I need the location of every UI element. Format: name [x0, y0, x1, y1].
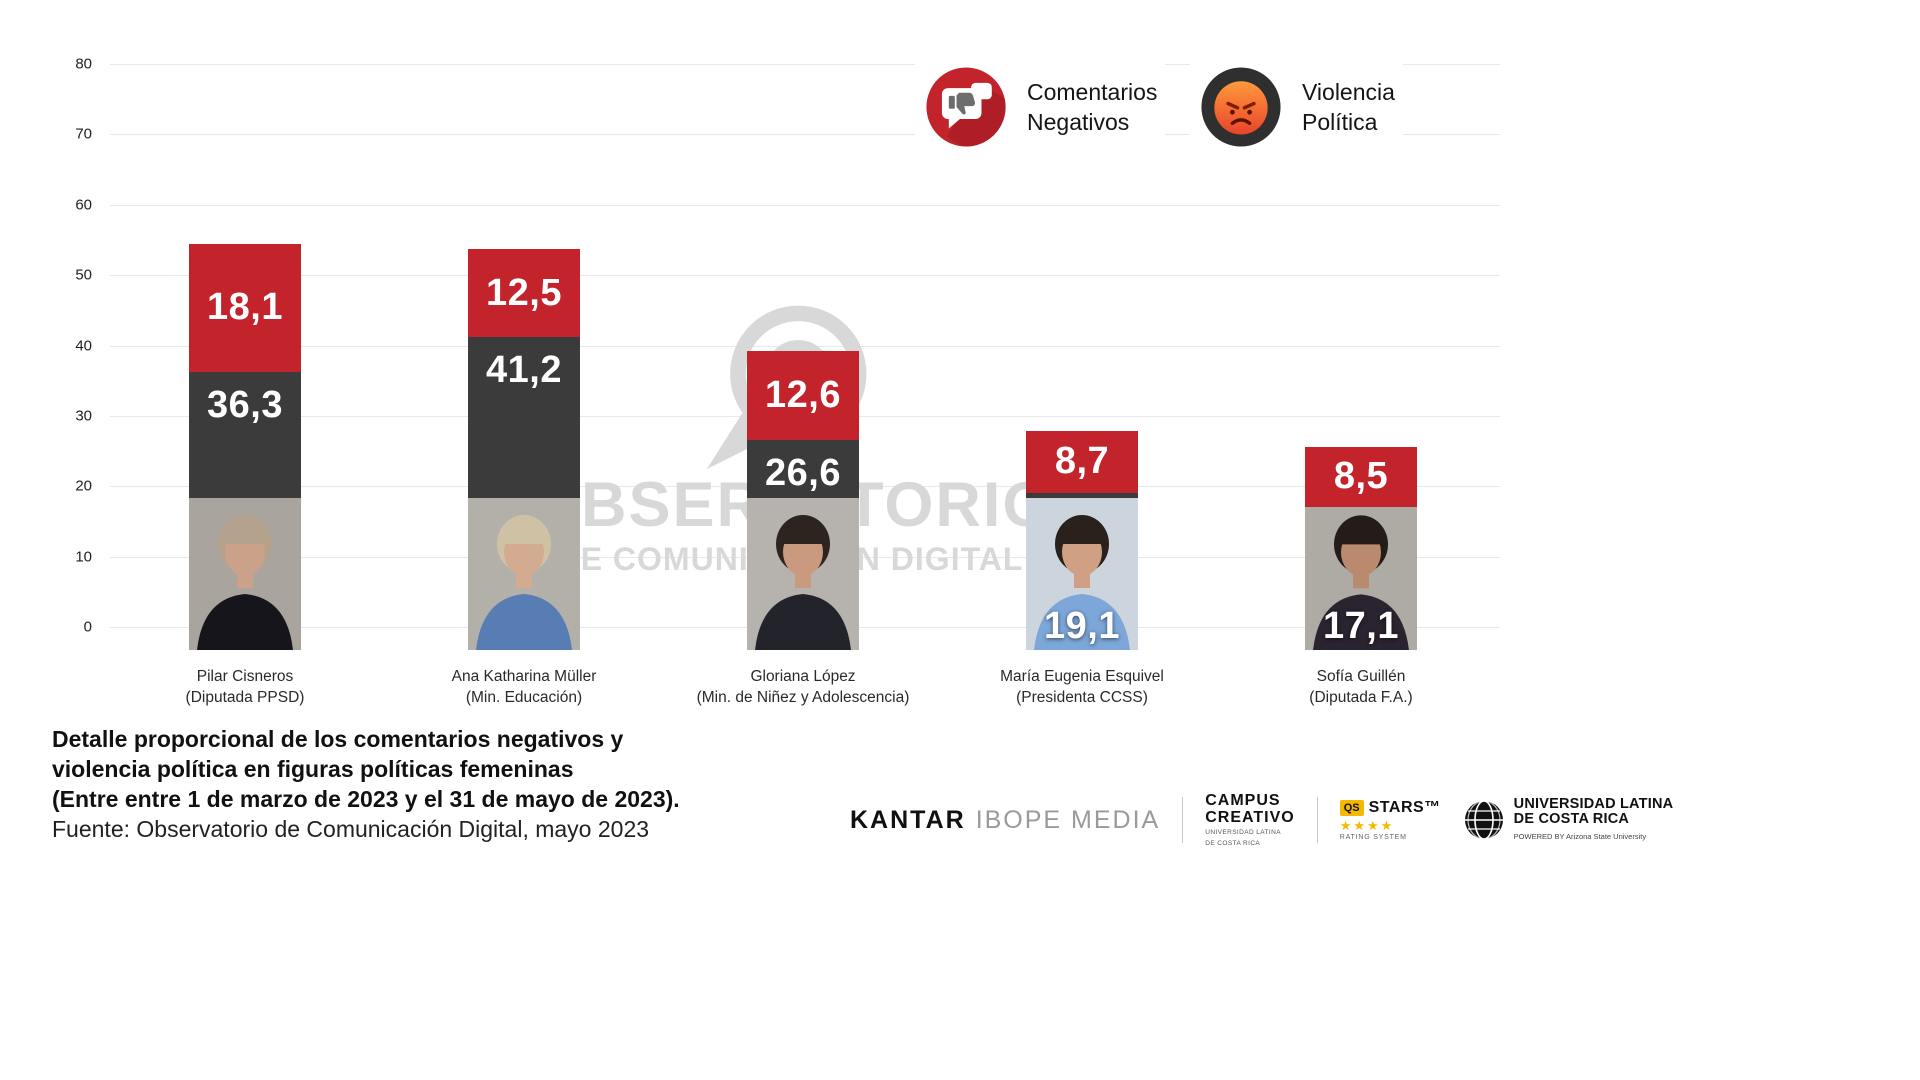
angry-face-icon	[1201, 67, 1281, 147]
latina-line2: DE COSTA RICA	[1513, 810, 1630, 827]
campus-sub2: DE COSTA RICA	[1205, 840, 1261, 847]
category-label-sofia-guillen: Sofía Guillén (Diputada F.A.)	[1201, 666, 1521, 708]
violence-segment: 18,1	[189, 244, 301, 372]
negative-value-label: 19,1	[1044, 605, 1120, 647]
violence-segment: 8,5	[1305, 446, 1417, 507]
legend-item-comentarios-negativos: Comentarios Negativos	[915, 60, 1166, 154]
person-name: Gloriana López	[750, 668, 856, 685]
y-axis-tick-label: 70	[75, 125, 92, 143]
y-axis-tick-label: 10	[75, 548, 92, 566]
negative-comments-segment: 17,1	[1305, 506, 1417, 650]
negative-value-label: 41,2	[486, 349, 562, 392]
person-role: (Min. Educación)	[465, 689, 583, 706]
bar-pilar-cisneros: 18,1 36,3	[189, 244, 301, 650]
legend-label-line2: Política	[1302, 109, 1378, 135]
person-name: Sofía Guillén	[1316, 668, 1406, 685]
kantar-wordmark: KANTAR	[850, 805, 966, 834]
latina-powered-by: POWERED BY Arizona State University	[1513, 831, 1647, 841]
category-label-maria-eugenia-esquivel: María Eugenia Esquivel (Presidenta CCSS)	[922, 666, 1242, 708]
universidad-latina-logo: UNIVERSIDAD LATINA DE COSTA RICA POWERED…	[1463, 795, 1674, 844]
negative-comments-segment: 19,1	[1026, 492, 1138, 650]
bar-ana-katharina-muller: 12,5 41,2	[468, 249, 580, 650]
legend-label-line2: Negativos	[1027, 109, 1130, 135]
y-axis-tick-label: 50	[75, 266, 92, 284]
campus-creativo-logo: CAMPUS CREATIVO UNIVERSIDAD LATINA DE CO…	[1205, 792, 1294, 848]
y-axis-tick-label: 20	[75, 477, 92, 495]
violence-segment: 12,5	[468, 249, 580, 338]
divider	[1182, 797, 1184, 843]
person-name: Ana Katharina Müller	[451, 668, 597, 685]
caption-source: Fuente: Observatorio de Comunicación Dig…	[52, 816, 650, 842]
violence-value-label: 12,5	[486, 271, 562, 314]
qs-rating-system-label: RATING SYSTEM	[1339, 834, 1407, 841]
x-axis-labels: Pilar Cisneros (Diputada PPSD) Ana Katha…	[110, 666, 1500, 726]
caption-line1: Detalle proporcional de los comentarios …	[52, 726, 624, 752]
y-axis-tick-label: 30	[75, 407, 92, 425]
ibope-media-wordmark: IBOPE MEDIA	[975, 805, 1161, 834]
violence-value-label: 8,5	[1333, 455, 1389, 498]
divider	[1316, 797, 1318, 843]
thumbs-down-comment-icon	[926, 67, 1006, 147]
photo-pilar-cisneros	[189, 498, 301, 650]
caption-line3: (Entre entre 1 de marzo de 2023 y el 31 …	[52, 786, 680, 812]
bar-maria-eugenia-esquivel: 8,7 19,1	[1026, 431, 1138, 650]
violence-segment: 12,6	[747, 351, 859, 440]
negative-comments-segment: 36,3	[189, 371, 301, 650]
gridline	[110, 204, 1500, 206]
legend-label: Violencia Política	[1302, 77, 1395, 137]
category-label-gloriana-lopez: Gloriana López (Min. de Niñez y Adolesce…	[643, 666, 963, 708]
photo-gloriana-lopez	[747, 498, 859, 650]
qs-badge: QS	[1339, 800, 1364, 816]
photo-ana-katharina-muller	[468, 498, 580, 650]
person-role: (Diputada F.A.)	[1309, 689, 1413, 706]
qs-star-row: ★★★★	[1339, 818, 1395, 833]
violence-value-label: 12,6	[765, 373, 841, 416]
partner-logos: KANTAR IBOPE MEDIA CAMPUS CREATIVO UNIVE…	[850, 788, 1673, 852]
person-role: (Diputada PPSD)	[185, 689, 305, 706]
violence-value-label: 8,7	[1054, 440, 1110, 483]
qs-stars-logo: QS STARS™ ★★★★ RATING SYSTEM	[1339, 799, 1441, 841]
negative-comments-segment: 26,6	[747, 439, 859, 650]
legend-label-line1: Violencia	[1302, 79, 1395, 105]
campus-line2: CREATIVO	[1205, 809, 1295, 826]
bar-gloriana-lopez: 12,6 26,6	[747, 351, 859, 650]
gridline	[110, 134, 1500, 136]
negative-comments-segment: 41,2	[468, 337, 580, 650]
gridline	[110, 275, 1500, 277]
globe-icon	[1464, 800, 1503, 840]
negative-value-label: 36,3	[207, 383, 283, 426]
campus-sub1: UNIVERSIDAD LATINA	[1205, 829, 1281, 836]
person-role: (Min. de Niñez y Adolescencia)	[696, 689, 910, 706]
chart-caption: Detalle proporcional de los comentarios …	[52, 724, 680, 844]
y-axis-tick-label: 0	[83, 618, 92, 636]
person-role: (Presidenta CCSS)	[1016, 689, 1148, 706]
violence-value-label: 18,1	[207, 286, 283, 329]
violence-segment: 8,7	[1026, 431, 1138, 493]
plot-area: 18,1 36,3 12,5 41,2 12,6 26,6	[75, 56, 1500, 650]
legend-item-violencia-politica: Violencia Política	[1190, 60, 1403, 154]
y-axis-tick-label: 60	[75, 196, 92, 214]
kantar-ibope-media-logo: KANTAR IBOPE MEDIA	[850, 806, 1160, 835]
gridline	[110, 64, 1500, 65]
y-axis-tick-label: 40	[75, 337, 92, 354]
legend-label-line1: Comentarios	[1027, 79, 1158, 105]
caption-line2: violencia política en figuras políticas …	[52, 756, 574, 782]
y-axis-tick-label: 80	[75, 55, 92, 73]
latina-line1: UNIVERSIDAD LATINA	[1513, 795, 1674, 812]
person-name: Pilar Cisneros	[196, 668, 294, 685]
campus-line1: CAMPUS	[1205, 792, 1281, 809]
category-label-pilar-cisneros: Pilar Cisneros (Diputada PPSD)	[85, 666, 405, 708]
category-label-ana-katharina-muller: Ana Katharina Müller (Min. Educación)	[364, 666, 684, 708]
bar-sofia-guillen: 8,5 17,1	[1305, 446, 1417, 650]
qs-stars-wordmark: STARS™	[1368, 799, 1441, 816]
legend-label: Comentarios Negativos	[1027, 77, 1157, 137]
negative-value-label: 26,6	[765, 451, 841, 494]
negative-value-label: 17,1	[1323, 605, 1399, 647]
person-name: María Eugenia Esquivel	[1000, 668, 1164, 685]
